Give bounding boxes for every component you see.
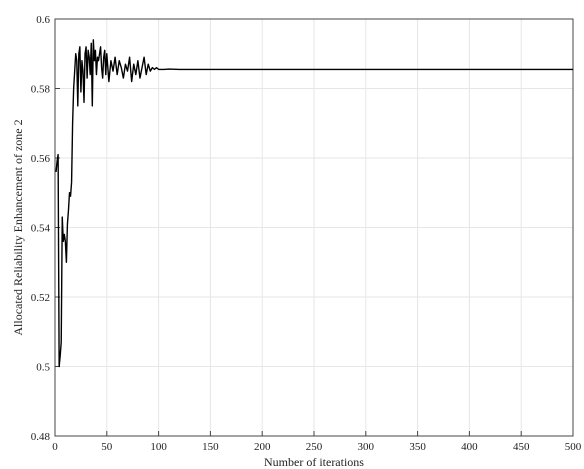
x-tick-label: 450	[513, 441, 530, 453]
x-tick-label: 400	[461, 441, 478, 453]
y-tick-label: 0.5	[36, 362, 50, 374]
x-tick-label: 150	[202, 441, 219, 453]
x-tick-label: 200	[254, 441, 271, 453]
y-axis-ticks: 0.48 0.5 0.52 0.54 0.56 0.58 0.6	[31, 14, 60, 443]
x-tick-label: 500	[565, 441, 582, 453]
y-tick-label: 0.56	[31, 153, 51, 165]
x-tick-label: 350	[409, 441, 426, 453]
x-tick-label: 250	[306, 441, 323, 453]
x-tick-label: 0	[52, 441, 58, 453]
x-axis-label: Number of iterations	[264, 455, 364, 469]
x-tick-label: 100	[150, 441, 167, 453]
x-tick-label: 300	[358, 441, 375, 453]
y-tick-label: 0.58	[31, 84, 51, 96]
y-tick-label: 0.48	[31, 431, 51, 443]
x-tick-label: 50	[101, 441, 113, 453]
series-group	[55, 39, 573, 368]
x-axis-ticks: 0 50 100 150 200 250 300 350 400 450 500	[52, 431, 582, 453]
grid-lines	[54, 18, 574, 437]
y-tick-label: 0.52	[31, 292, 50, 304]
series-line	[55, 39, 573, 368]
y-tick-label: 0.6	[36, 14, 50, 26]
y-tick-label: 0.54	[31, 223, 51, 235]
y-axis-label: Allocated Reliability Enhancement of zon…	[11, 119, 25, 335]
